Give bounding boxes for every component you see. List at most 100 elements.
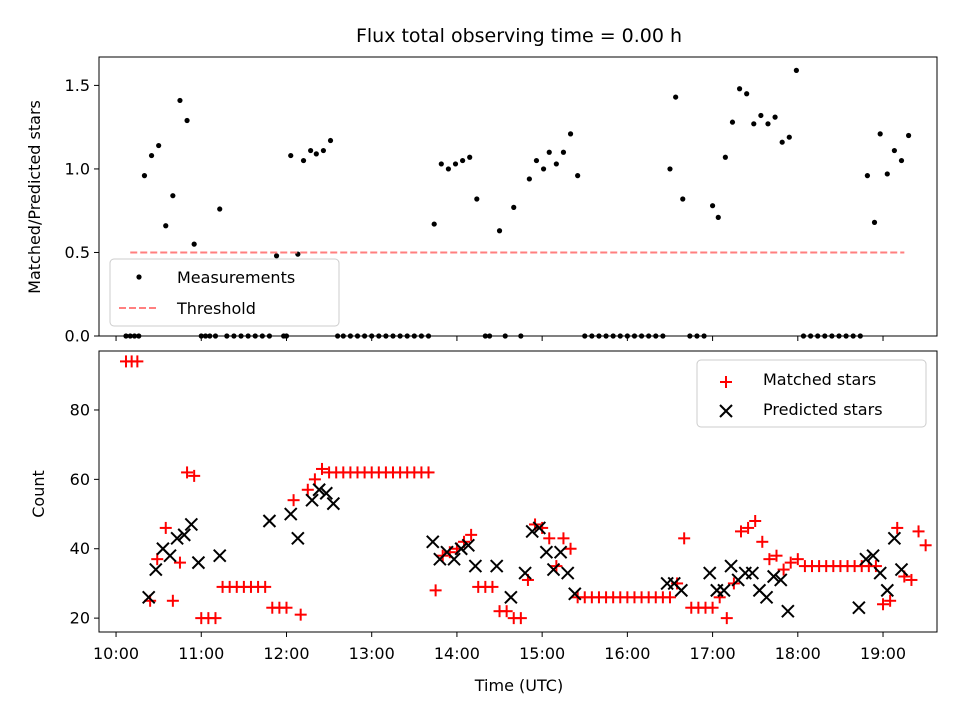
measurement-point [347,333,353,339]
measurement-point [772,114,778,120]
x-tick-label: 10:00 [93,644,139,663]
measurement-point [744,91,750,97]
measurement-point [646,333,652,339]
measurement-point [486,333,493,339]
measurements-legend-label: Measurements [177,268,295,287]
measurement-point [631,333,638,339]
measurement-point [288,152,294,159]
predicted-star-point [859,552,873,566]
x-tick-label: 17:00 [690,644,736,663]
predicted-star-point [461,538,475,552]
measurement-point [673,94,679,100]
predicted-star-point [873,566,887,580]
matched-star-point [912,525,925,538]
measurement-point [546,149,552,155]
measurement-point [376,333,382,339]
measurement-point [131,333,138,339]
x-tick-label: 16:00 [604,644,650,663]
threshold-legend-label: Threshold [176,299,256,318]
count-legend: Matched stars Predicted stars [696,359,927,428]
measurement-point [202,333,209,339]
measurement-point [567,131,574,137]
predicted-marker-b [781,604,795,618]
measurement-point [354,333,361,339]
measurement-point [431,221,437,227]
predicted-marker-b [894,562,909,577]
matched-star-point [315,462,328,475]
measurement-point [320,147,327,154]
matched-star-point [557,532,570,545]
measurement-point [722,154,728,160]
measurement-point [273,253,280,259]
matched-star-point [301,483,314,496]
measurement-point [156,142,162,149]
predicted-marker-b [184,517,199,532]
measurement-point [694,333,700,339]
predicted-star-point [504,590,518,605]
predicted-star-point [759,590,774,605]
measurement-point [638,333,645,339]
predicted-marker-b [553,545,568,559]
matched-star-point [784,556,797,569]
measurement-point [482,333,488,339]
measurement-point [141,173,148,179]
predicted-marker-b [880,583,894,598]
measurement-point [905,132,912,139]
x-tick-label: 15:00 [519,644,565,663]
measurement-point [779,139,785,145]
measurement-point [496,228,503,234]
measurement-point [411,333,417,339]
measurement-point [445,166,452,172]
predicted-marker-b [873,566,887,580]
predicted-star-point [177,528,191,542]
predicted-marker-b [752,583,767,598]
measurement-point [596,333,602,339]
measurement-point [362,333,368,339]
predicted-marker-b [866,548,880,563]
measurement-point [397,333,403,339]
measurement-point [786,134,792,140]
measurement-point [452,161,459,167]
predicted-star-point [468,559,483,573]
matched-star-point [151,553,164,566]
measurement-point [701,333,707,339]
predicted-star-point [674,583,689,598]
predicted-marker-b [766,569,781,584]
predicted-star-point [745,566,760,580]
x-tick-label: 13:00 [349,644,395,663]
count-y-tick-label: 20 [70,609,90,628]
matched-star-point [131,355,144,368]
ratio-y-tick-label: 1.0 [65,159,90,178]
measurement-point [822,333,828,339]
predicted-marker-b [674,583,689,598]
matched-star-point [742,521,755,534]
predicted-star-point [149,562,163,577]
matched-star-point [294,608,307,621]
predicted-marker-b [525,524,539,539]
x-tick-label: 12:00 [263,644,309,663]
measurement-point [736,86,743,92]
measurement-point [660,333,666,339]
predicted-star-point [894,562,909,577]
measurement-point [843,333,849,339]
matched-legend-marker [720,376,732,388]
predicted-marker-b [461,538,475,552]
matched-star-point [777,563,790,576]
predicted-star-point [880,583,894,598]
predicted-star-point [319,486,333,500]
predicted-marker-b [561,566,575,580]
measurement-point [438,161,444,167]
matched-star-point [259,580,272,593]
count-y-tick-label: 80 [70,400,90,419]
predicted-star-point [774,573,788,587]
measurement-point [335,333,341,339]
measurement-point [800,333,807,339]
x-axis-label: Time (UTC) [474,676,563,695]
predicted-star-point [191,555,206,570]
measurement-point [148,152,155,159]
measurement-point [467,154,473,160]
matched-star-point [734,525,747,538]
predicted-star-point [717,583,731,598]
measurement-point [418,333,425,339]
predicted-legend-label: Predicted stars [763,400,883,419]
